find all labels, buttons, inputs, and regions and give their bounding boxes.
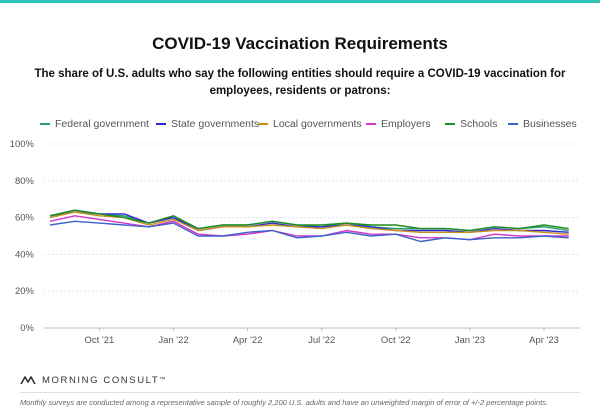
legend-item: Federal government: [40, 116, 149, 132]
legend-label: Schools: [460, 118, 498, 130]
legend-swatch: [508, 123, 518, 125]
x-tick-label: Apr '23: [529, 335, 559, 346]
y-tick-label: 100%: [10, 139, 35, 150]
chart-subtitle: The share of U.S. adults who say the fol…: [34, 68, 566, 97]
x-tick-label: Jan '22: [158, 335, 188, 346]
x-tick-label: Oct '22: [381, 335, 411, 346]
chart-title: COVID-19 Vaccination Requirements: [152, 34, 448, 53]
legend-label: Businesses: [523, 118, 577, 130]
legend-label: State governments: [171, 118, 260, 130]
series-line: [49, 211, 569, 235]
legend-label: Local governments: [273, 118, 362, 130]
legend-item: State governments: [156, 116, 259, 132]
legend-label: Employers: [381, 118, 431, 130]
brand-mark: MORNING CONSULT ™: [20, 373, 165, 387]
y-tick-label: 20%: [15, 286, 35, 297]
x-tick-label: Oct '21: [84, 335, 114, 346]
legend-swatch: [258, 123, 268, 125]
legend-swatch: [40, 123, 50, 125]
accent-bar: [0, 0, 600, 3]
brand-trademark: ™: [159, 377, 166, 383]
y-tick-label: 60%: [15, 213, 35, 224]
x-tick-label: Jul '22: [308, 335, 335, 346]
legend-swatch: [445, 123, 455, 125]
series-line: [49, 209, 569, 234]
x-tick-label: Apr '22: [233, 335, 263, 346]
legend-item: Local governments: [258, 116, 362, 132]
y-tick-label: 80%: [15, 176, 35, 187]
x-tick-label: Jan '23: [455, 335, 485, 346]
legend-swatch: [156, 123, 166, 125]
y-tick-label: 0%: [20, 323, 34, 334]
legend-swatch: [366, 123, 376, 125]
footnote-divider: [20, 392, 580, 393]
morning-consult-logo-icon: [20, 376, 36, 385]
legend-item: Businesses: [508, 116, 577, 132]
footnote: Monthly surveys are conducted among a re…: [20, 398, 549, 407]
legend-item: Employers: [366, 116, 431, 132]
series-line: [49, 220, 569, 243]
series-line: [49, 215, 569, 241]
y-tick-label: 40%: [15, 249, 35, 260]
chart-legend: Federal government State governments Local…: [40, 116, 580, 132]
line-chart: 0% 20% 40% 60% 80% 100% Oct '21 Jan '22 Apr '22 J…: [10, 139, 580, 346]
brand-name: MORNING CONSULT: [42, 374, 160, 386]
legend-label: Federal government: [55, 118, 149, 130]
series-line: [49, 209, 569, 232]
legend-item: Schools: [445, 116, 497, 132]
